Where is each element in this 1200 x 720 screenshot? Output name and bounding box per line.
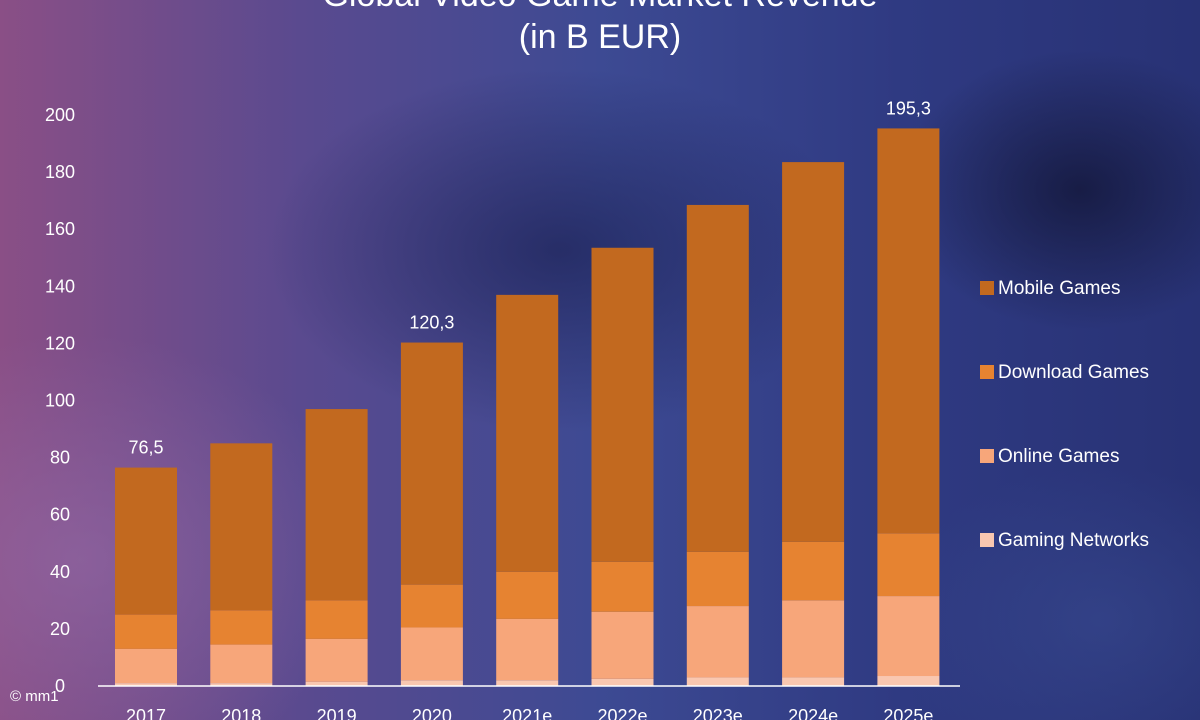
y-tick-label: 80 [50, 448, 70, 468]
y-tick-label: 160 [45, 219, 75, 239]
bar-segment-online-games [115, 648, 177, 684]
bar-segment-gaming-networks [210, 683, 273, 686]
x-tick-label: 2025e [883, 706, 933, 720]
bar-segment-download-games [877, 533, 940, 597]
bar-segment-mobile-games [210, 443, 273, 611]
bar-segment-download-games [400, 584, 463, 628]
bar-segment-online-games [400, 627, 463, 681]
x-tick-label: 2017 [126, 706, 166, 720]
bar-segment-mobile-games [400, 342, 463, 585]
x-tick-label: 2023e [693, 706, 743, 720]
legend-swatch [980, 365, 994, 379]
bar-segment-mobile-games [496, 294, 559, 572]
bar-segment-gaming-networks [305, 681, 368, 686]
y-tick-label: 140 [45, 276, 75, 296]
bar-segment-online-games [496, 618, 559, 681]
bar-segment-download-games [496, 571, 559, 619]
chart-subtitle: (in B EUR) [518, 18, 682, 56]
legend-label: Mobile Games [998, 278, 1121, 299]
bar-segment-download-games [782, 541, 845, 601]
bar-segment-gaming-networks [686, 677, 749, 686]
bar-segment-gaming-networks [591, 678, 654, 686]
bar-segment-mobile-games [686, 204, 749, 552]
data-label: 76,5 [128, 438, 163, 458]
bar-segment-online-games [210, 644, 273, 684]
bar-segment-download-games [591, 561, 654, 612]
bar-segment-gaming-networks [877, 676, 940, 686]
legend-label: Gaming Networks [998, 530, 1149, 551]
bar-segment-download-games [210, 610, 273, 645]
watermark: © mm1 [10, 688, 59, 705]
bar-segment-online-games [877, 596, 940, 677]
y-tick-label: 40 [50, 562, 70, 582]
bar-segment-mobile-games [591, 247, 654, 562]
legend-swatch [980, 281, 994, 295]
y-tick-label: 200 [45, 105, 75, 125]
data-label: 120,3 [409, 313, 454, 333]
bar-segment-mobile-games [305, 409, 368, 601]
legend-swatch [980, 449, 994, 463]
bar-segment-gaming-networks [115, 683, 177, 686]
legend-swatch [980, 533, 994, 547]
y-tick-label: 0 [55, 676, 65, 696]
bar-segment-online-games [782, 600, 845, 678]
legend-label: Download Games [998, 362, 1150, 383]
legend-label: Online Games [998, 446, 1120, 467]
x-tick-label: 2021e [502, 706, 552, 720]
bar-segment-gaming-networks [400, 680, 463, 686]
x-tick-label: 2024e [788, 706, 838, 720]
x-tick-label: 2022e [597, 706, 647, 720]
x-tick-label: 2018 [221, 706, 261, 720]
bar-segment-online-games [305, 638, 368, 682]
y-tick-label: 100 [45, 391, 75, 411]
bar-segment-online-games [686, 606, 749, 678]
x-tick-label: 2020 [412, 706, 452, 720]
x-tick-label: 2019 [317, 706, 357, 720]
bar-segment-mobile-games [877, 128, 940, 534]
bar-segment-mobile-games [782, 162, 845, 542]
y-tick-label: 20 [50, 619, 70, 639]
chart-title: Global Video Game Market Revenue [0, 0, 1200, 15]
bar-segment-online-games [591, 611, 654, 679]
bar-segment-download-games [115, 614, 177, 649]
y-tick-label: 60 [50, 505, 70, 525]
y-tick-label: 180 [45, 162, 75, 182]
bar-segment-mobile-games [115, 467, 177, 615]
bar-segment-download-games [686, 551, 749, 607]
bar-segment-download-games [305, 600, 368, 639]
bar-segment-gaming-networks [496, 680, 559, 686]
y-tick-label: 120 [45, 333, 75, 353]
data-label: 195,3 [886, 98, 931, 118]
bar-segment-gaming-networks [782, 677, 845, 686]
